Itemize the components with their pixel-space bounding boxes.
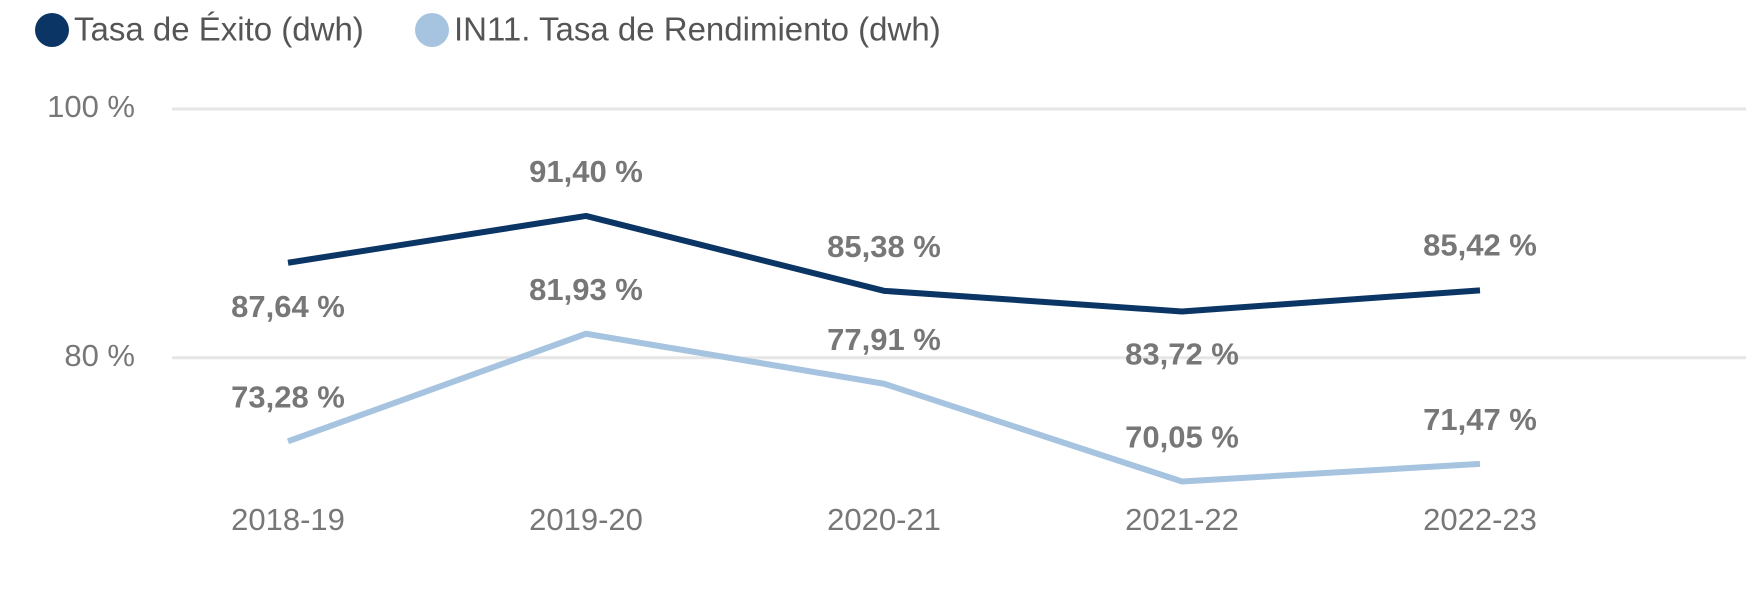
data-label: 85,42 % [1423, 228, 1537, 263]
data-label: 81,93 % [529, 272, 643, 307]
x-tick-label: 2021-22 [1125, 502, 1239, 537]
series-line [287, 212, 1481, 315]
data-label: 87,64 % [231, 289, 345, 324]
legend-marker [35, 13, 69, 47]
legend-label: IN11. Tasa de Rendimiento (dwh) [454, 11, 941, 48]
series-line [286, 330, 1481, 485]
x-tick-label: 2022-23 [1423, 502, 1537, 537]
data-label: 91,40 % [529, 154, 643, 189]
x-tick-label: 2020-21 [827, 502, 941, 537]
data-label: 83,72 % [1125, 337, 1239, 372]
data-label: 70,05 % [1125, 420, 1239, 455]
data-label: 85,38 % [827, 229, 941, 264]
y-tick-label: 80 % [64, 338, 135, 373]
y-tick-label: 100 % [47, 89, 135, 124]
x-tick-label: 2018-19 [231, 502, 345, 537]
x-tick-label: 2019-20 [529, 502, 643, 537]
data-label: 71,47 % [1423, 402, 1537, 437]
legend-label: Tasa de Éxito (dwh) [74, 11, 364, 48]
data-label: 77,91 % [827, 322, 941, 357]
data-label: 73,28 % [231, 380, 345, 415]
legend-marker [415, 13, 449, 47]
